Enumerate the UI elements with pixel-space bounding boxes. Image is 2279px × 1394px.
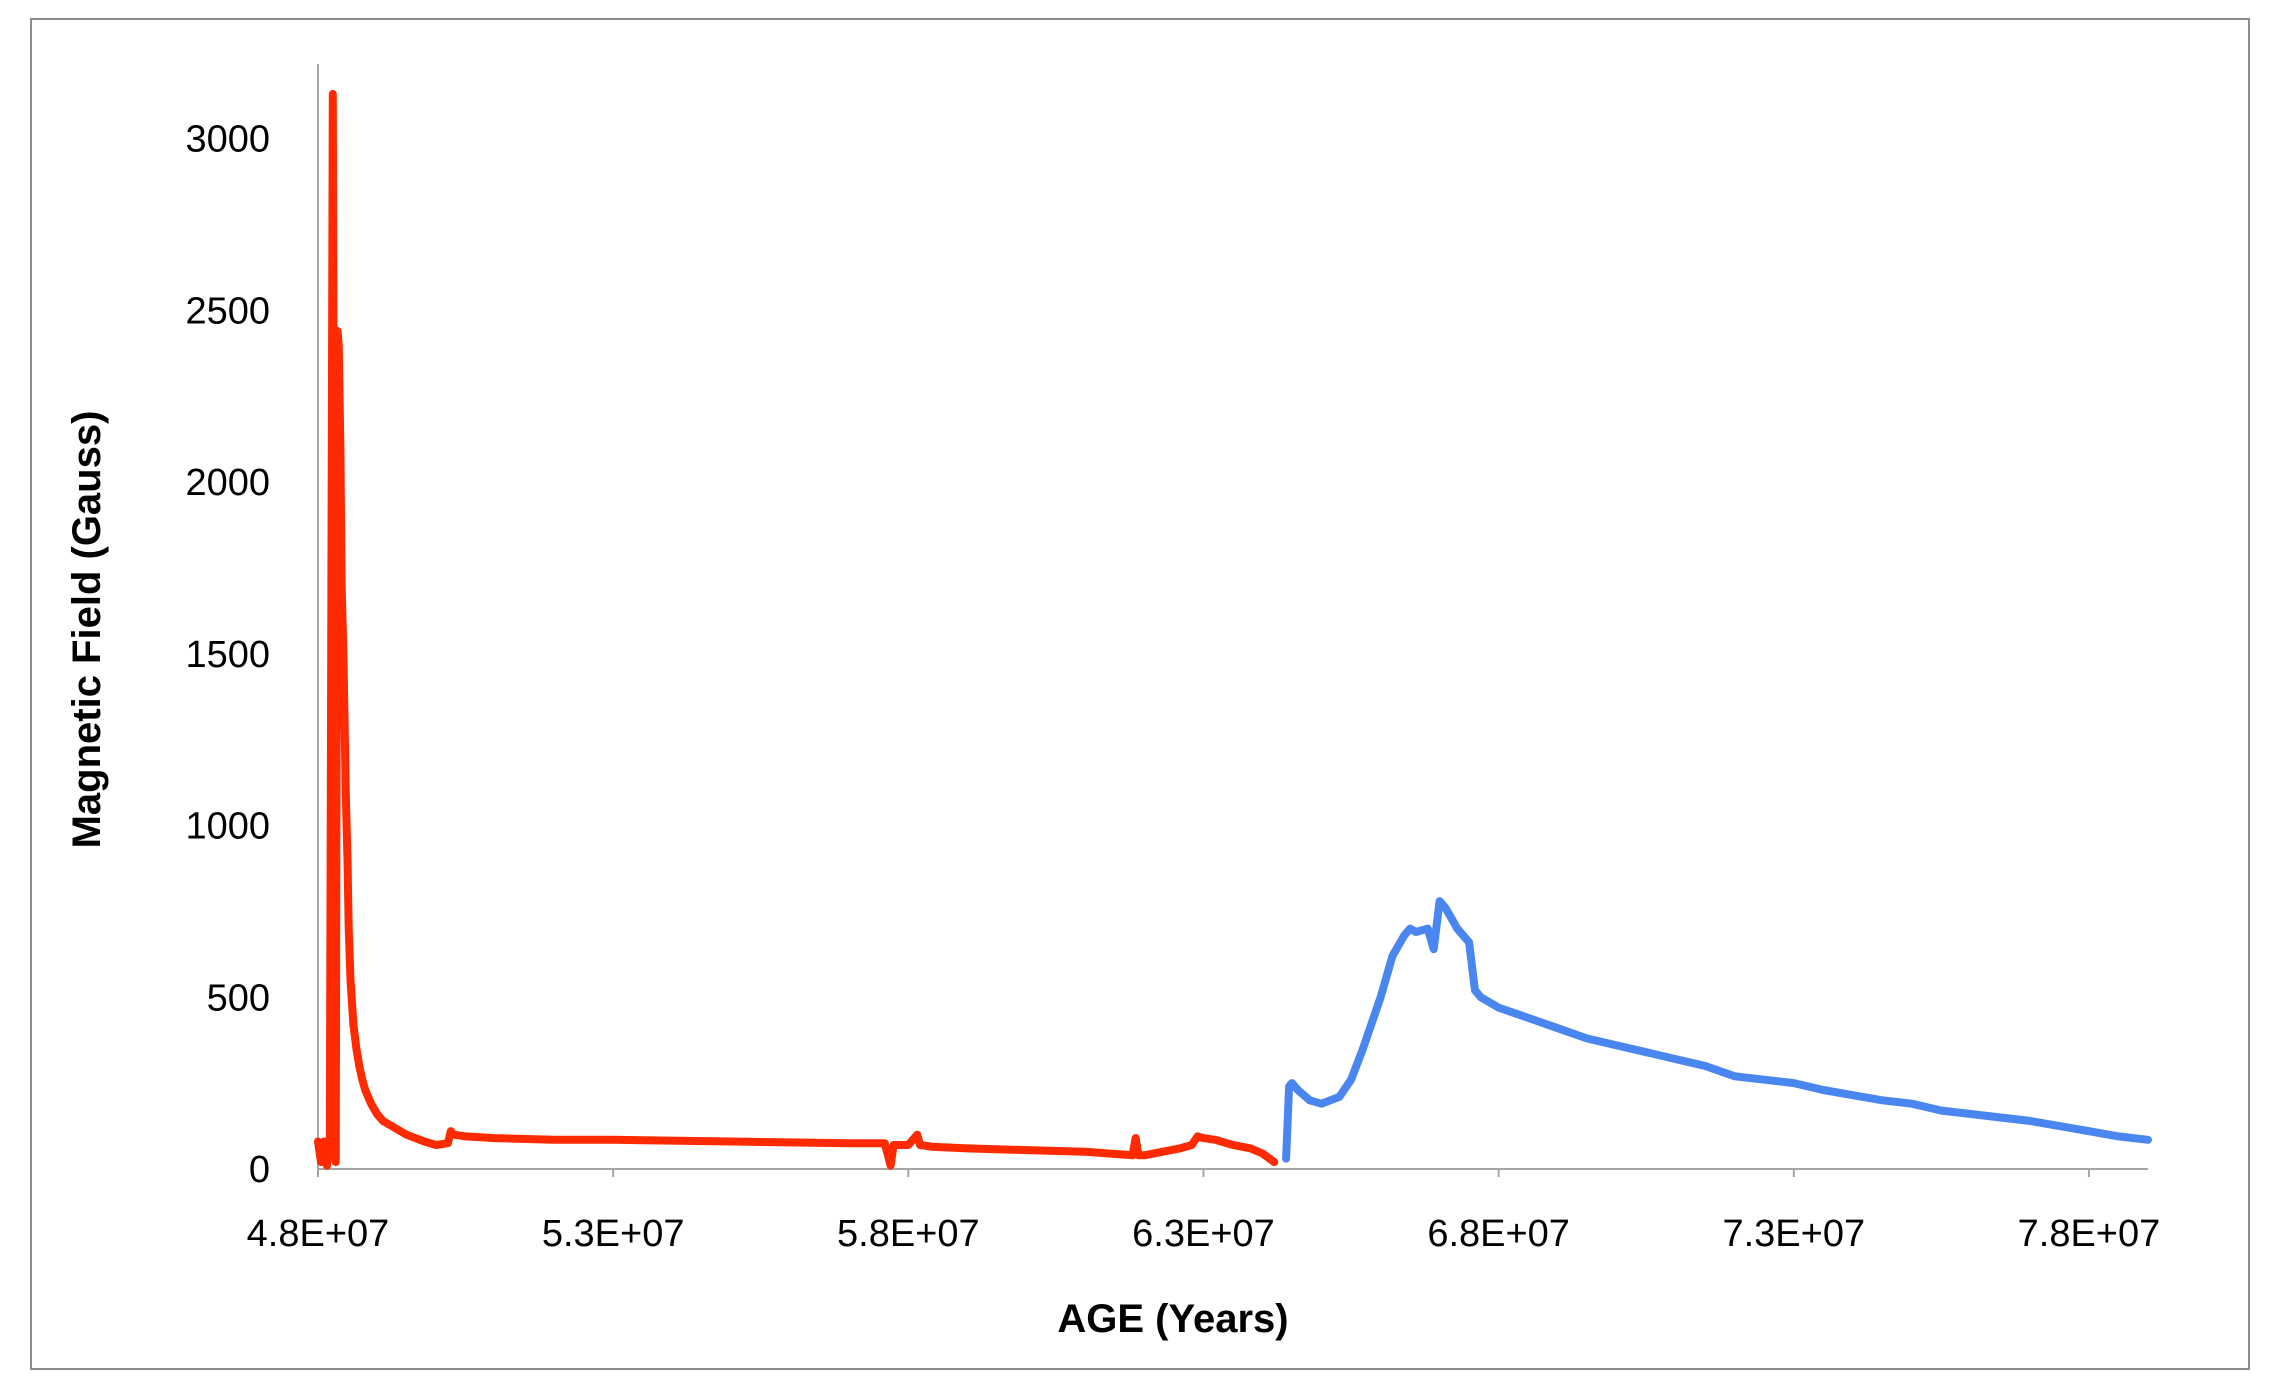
- series-line-1: [314, 90, 1279, 1170]
- x-tick-label: 4.8E+07: [247, 1213, 390, 1255]
- y-tick-label: 0: [249, 1149, 270, 1191]
- x-tick-label: 7.3E+07: [1722, 1213, 1865, 1255]
- y-tick-label: 1000: [185, 806, 270, 848]
- y-tick-label: 2500: [185, 290, 270, 332]
- y-axis-title: Magnetic Field (Gauss): [65, 411, 109, 849]
- y-tick-label: 2000: [185, 462, 270, 504]
- x-axis-title: AGE (Years): [1057, 1297, 1288, 1341]
- x-tick-label: 5.8E+07: [837, 1213, 980, 1255]
- series-line-2: [1282, 897, 2152, 1163]
- x-tick-label: 5.3E+07: [542, 1213, 685, 1255]
- y-tick-label: 500: [207, 977, 270, 1019]
- x-tick-label: 7.8E+07: [2018, 1213, 2161, 1255]
- x-tick-label: 6.8E+07: [1427, 1213, 1570, 1255]
- y-tick-label: 3000: [185, 119, 270, 161]
- y-tick-label: 1500: [185, 634, 270, 676]
- x-tick-label: 6.3E+07: [1132, 1213, 1275, 1255]
